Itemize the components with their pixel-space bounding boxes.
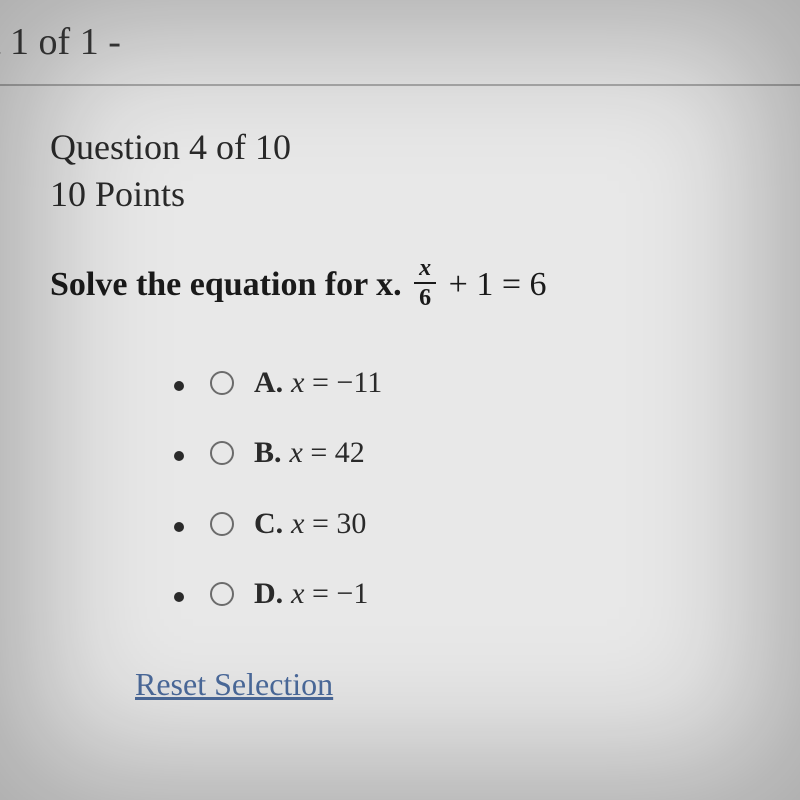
radio-icon[interactable]: [210, 582, 234, 606]
fraction-numerator: x: [414, 256, 436, 284]
option-d-letter: D.: [254, 577, 283, 611]
option-b-letter: B.: [254, 436, 282, 470]
option-a: A. x = −11: [200, 364, 770, 403]
option-a-letter: A.: [254, 366, 283, 400]
option-b: B. x = 42: [200, 435, 770, 474]
option-a-math: x = −11: [291, 366, 382, 400]
option-d: D. x = −1: [200, 576, 770, 615]
question-content: Question 4 of 10 10 Points Solve the equ…: [0, 86, 800, 703]
option-a-row[interactable]: A. x = −11: [200, 364, 382, 401]
fraction-denominator: 6: [414, 284, 436, 310]
fraction: x6: [414, 256, 436, 310]
option-d-math: x = −1: [291, 577, 368, 611]
option-b-math: x = 42: [290, 436, 365, 470]
option-c-math: x = 30: [291, 507, 366, 541]
radio-icon[interactable]: [210, 371, 234, 395]
option-b-row[interactable]: B. x = 42: [200, 435, 365, 472]
question-points: 10 Points: [50, 173, 770, 215]
option-c-letter: C.: [254, 507, 283, 541]
options-list: A. x = −11 B. x = 42 C. x = 30 D. x = −1: [50, 364, 770, 614]
option-c: C. x = 30: [200, 505, 770, 544]
option-c-row[interactable]: C. x = 30: [200, 505, 366, 542]
equation-rest: + 1 = 6: [440, 266, 546, 303]
question-number: Question 4 of 10: [50, 126, 770, 168]
radio-icon[interactable]: [210, 512, 234, 536]
prompt-prefix: Solve the equation for x.: [50, 266, 410, 303]
reset-selection-link[interactable]: Reset Selection: [135, 666, 333, 703]
radio-icon[interactable]: [210, 441, 234, 465]
question-prompt: Solve the equation for x. x6 + 1 = 6: [50, 260, 770, 314]
option-d-row[interactable]: D. x = −1: [200, 576, 368, 613]
page-header: t 1 of 1 -: [0, 0, 800, 86]
